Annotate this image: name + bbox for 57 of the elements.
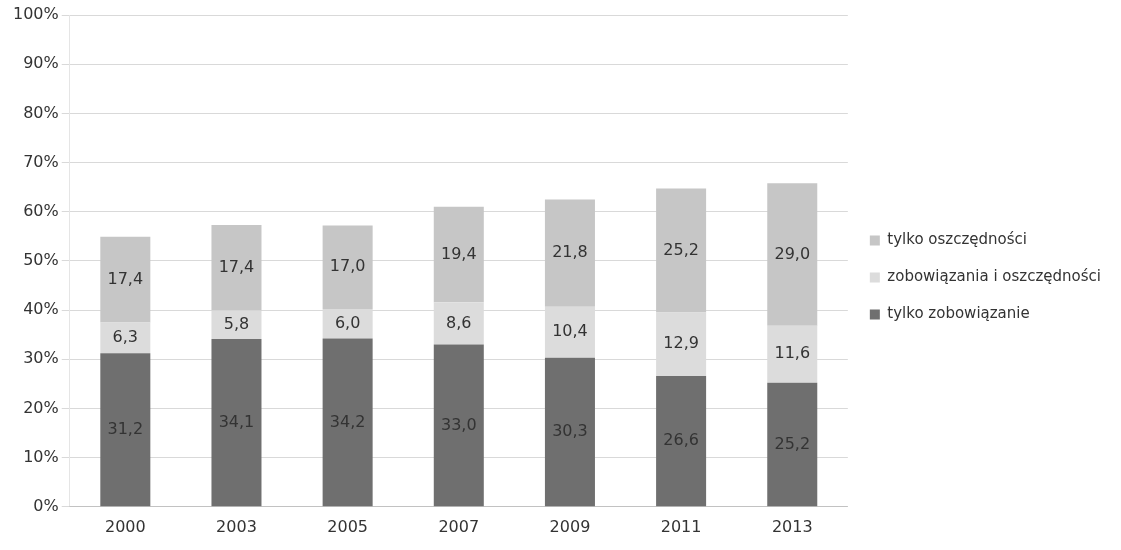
data-label: 30,3 <box>552 421 588 441</box>
data-label: 29,0 <box>774 243 811 263</box>
y-tick-label: 60% <box>23 200 59 220</box>
bar <box>322 225 373 310</box>
bar <box>211 225 262 311</box>
data-label: 34,1 <box>218 411 255 431</box>
bar <box>100 236 151 323</box>
y-tick-label: 90% <box>23 53 59 73</box>
x-tick-label: 2011 <box>660 516 702 536</box>
y-tick-label: 10% <box>23 446 59 466</box>
x-tick-label: 2005 <box>327 516 368 536</box>
y-tick-label: 0% <box>33 495 59 515</box>
x-tick-label: 2009 <box>549 516 591 536</box>
bar <box>544 357 595 507</box>
x-tick-label: 2007 <box>438 516 480 536</box>
bar <box>322 338 373 507</box>
legend-label: zobowiązania i oszczędności <box>887 267 1102 286</box>
data-label: 21,8 <box>552 242 588 262</box>
y-tick-label: 40% <box>23 299 59 319</box>
y-tick-label: 20% <box>23 397 59 417</box>
x-tick-label: 2003 <box>216 516 257 536</box>
data-label: 6,3 <box>112 327 139 347</box>
bar <box>544 199 595 307</box>
data-label: 31,2 <box>107 418 144 438</box>
data-label: 33,0 <box>440 414 477 434</box>
bar <box>767 183 818 326</box>
data-label: 19,4 <box>440 243 477 263</box>
bar <box>433 206 484 303</box>
y-tick-label: 30% <box>23 348 59 368</box>
data-label: 17,4 <box>218 256 255 276</box>
data-label: 17,0 <box>329 256 366 276</box>
y-tick-label: 70% <box>23 151 59 171</box>
data-label: 11,6 <box>774 343 811 363</box>
data-label: 6,0 <box>334 313 361 333</box>
bar <box>100 353 151 507</box>
data-label: 5,8 <box>223 313 250 333</box>
data-label: 25,2 <box>774 433 811 453</box>
y-tick-label: 50% <box>23 250 59 270</box>
y-tick-label: 80% <box>23 102 59 122</box>
data-label: 26,6 <box>663 430 699 450</box>
data-label: 25,2 <box>663 239 699 259</box>
x-tick-label: 2000 <box>104 516 146 536</box>
legend-label: tylko zobowiązanie <box>887 304 1030 323</box>
x-tick-label: 2013 <box>771 516 813 536</box>
bar <box>656 188 707 313</box>
data-label: 8,6 <box>446 312 472 332</box>
y-tick-label: 100% <box>12 4 59 24</box>
bar <box>767 382 818 507</box>
bar <box>211 339 262 507</box>
data-label: 12,9 <box>663 333 699 353</box>
data-label: 17,4 <box>107 268 144 288</box>
bar <box>433 344 484 507</box>
data-label: 34,2 <box>329 411 366 431</box>
legend-label: tylko oszczędności <box>887 230 1028 249</box>
bar <box>100 322 151 354</box>
bar <box>656 375 707 507</box>
data-label: 10,4 <box>552 321 588 341</box>
